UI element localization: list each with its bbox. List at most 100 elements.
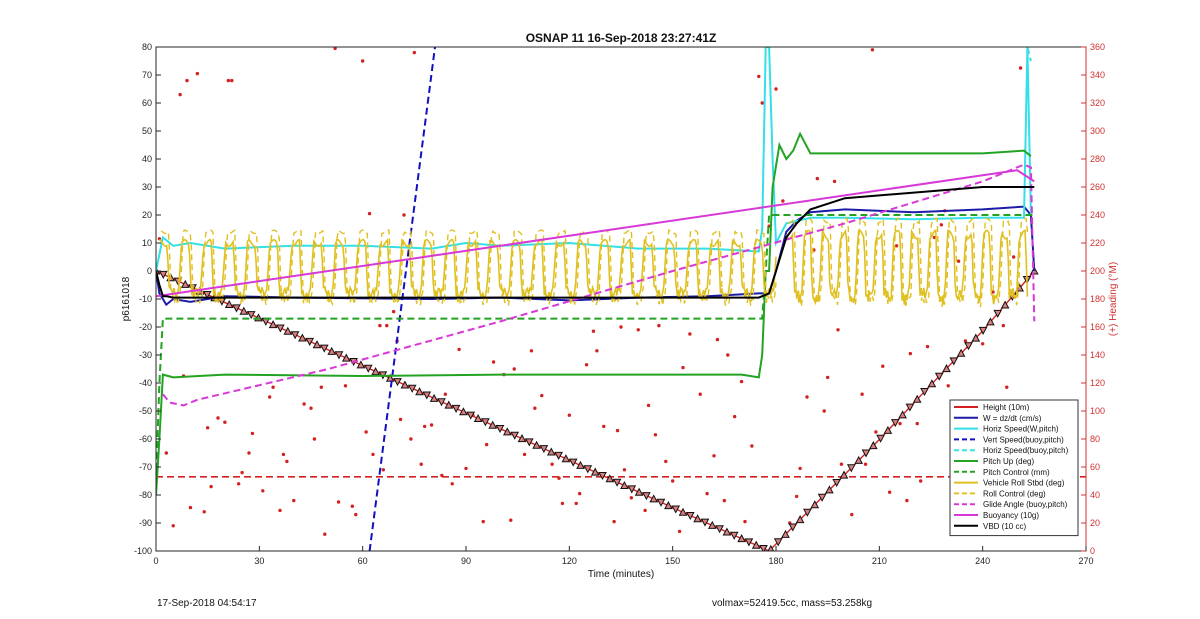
y-tick-label: 80: [142, 42, 152, 52]
height-marker: [224, 299, 234, 308]
height-marker: [356, 360, 366, 369]
height-marker: [605, 474, 615, 483]
height-marker: [788, 523, 798, 532]
height-marker: [561, 454, 571, 463]
heading-point: [540, 393, 544, 398]
height-marker: [1015, 283, 1025, 292]
height-marker: [656, 498, 666, 507]
height-marker: [495, 425, 505, 434]
height-marker: [576, 460, 585, 469]
height-marker: [737, 534, 746, 543]
legend-label: Glide Angle (buoy,pitch): [983, 500, 1068, 509]
y-tick-label: 0: [147, 266, 152, 276]
heading-point: [440, 473, 444, 478]
height-marker: [729, 531, 739, 540]
height-marker: [341, 353, 351, 362]
legend-label: W = dz/dt (cm/s): [983, 414, 1042, 423]
heading-point: [223, 420, 227, 424]
heading-point: [312, 437, 317, 441]
heading-point: [409, 437, 413, 441]
legend-label: Horiz Speed(buoy,pitch): [983, 446, 1069, 455]
heading-point: [850, 512, 854, 517]
height-marker: [678, 507, 688, 516]
heading-point: [202, 510, 206, 514]
height-marker: [363, 364, 373, 373]
height-marker: [876, 434, 885, 443]
heading-point: [422, 424, 427, 429]
y2-tick-label: 0: [1090, 546, 1095, 556]
heading-point: [894, 244, 899, 248]
heading-point: [512, 367, 516, 371]
height-marker: [459, 407, 468, 416]
height-marker: [283, 326, 293, 335]
y2-axis-label: (+) Heading (°M): [1108, 262, 1119, 336]
heading-point: [302, 402, 306, 406]
height-marker: [180, 279, 190, 288]
chart-title: OSNAP 11 16-Sep-2018 23:27:41Z: [526, 31, 717, 45]
height-marker: [868, 441, 878, 450]
heading-point: [226, 78, 231, 83]
y-tick-label: -70: [139, 462, 152, 472]
height-marker: [707, 520, 717, 529]
height-marker: [810, 500, 820, 509]
y2-tick-label: 340: [1090, 70, 1105, 80]
x-tick-label: 60: [358, 556, 368, 566]
heading-point: [643, 508, 647, 513]
x-tick-label: 150: [665, 556, 680, 566]
legend-label: Horiz Speed(W,pitch): [983, 425, 1059, 434]
heading-point: [715, 337, 720, 342]
y-tick-label: 60: [142, 98, 152, 108]
y-tick-label: 30: [142, 182, 152, 192]
heading-point: [281, 452, 286, 457]
heading-point: [292, 498, 296, 503]
y2-tick-label: 220: [1090, 238, 1105, 248]
legend-label: VBD (10 cc): [983, 522, 1026, 531]
heading-point: [464, 466, 468, 471]
y-tick-label: 50: [142, 126, 152, 136]
height-marker: [158, 270, 168, 279]
height-marker: [488, 420, 498, 429]
heading-point: [939, 223, 944, 227]
heading-point: [240, 470, 244, 475]
heading-point: [261, 489, 265, 493]
height-marker: [759, 545, 768, 551]
heading-point: [385, 323, 389, 328]
y-tick-label: -20: [139, 322, 152, 332]
x-tick-label: 90: [461, 556, 471, 566]
height-marker: [371, 367, 380, 376]
height-marker: [627, 485, 637, 494]
height-marker: [846, 464, 856, 473]
heading-point: [805, 395, 809, 399]
heading-point: [918, 479, 923, 483]
heading-point: [278, 508, 282, 513]
series-roll-control-deg: [787, 217, 1029, 308]
legend-label: Height (10m): [983, 403, 1030, 412]
height-marker: [319, 344, 329, 353]
heading-point: [794, 494, 799, 499]
height-marker: [334, 351, 344, 360]
heading-point: [343, 384, 348, 388]
heading-point: [915, 421, 919, 426]
height-marker: [539, 445, 549, 454]
y-tick-label: -90: [139, 518, 152, 528]
height-marker: [276, 324, 285, 333]
plot-area: [156, 47, 1086, 551]
height-marker: [451, 404, 461, 413]
heading-point: [870, 48, 875, 52]
heading-point: [757, 74, 761, 79]
height-marker: [620, 480, 629, 489]
height-marker: [817, 493, 827, 502]
height-marker: [920, 388, 929, 397]
height-marker: [854, 455, 864, 464]
series-horiz-speed-buoy-pitch: [1026, 47, 1032, 62]
height-marker: [239, 306, 249, 315]
height-marker: [671, 505, 681, 514]
heading-point: [381, 468, 386, 472]
heading-point: [825, 375, 830, 380]
heading-point: [619, 325, 623, 329]
height-marker: [554, 451, 563, 460]
heading-point: [595, 349, 599, 353]
heading-point: [188, 505, 193, 510]
height-marker: [890, 419, 900, 428]
